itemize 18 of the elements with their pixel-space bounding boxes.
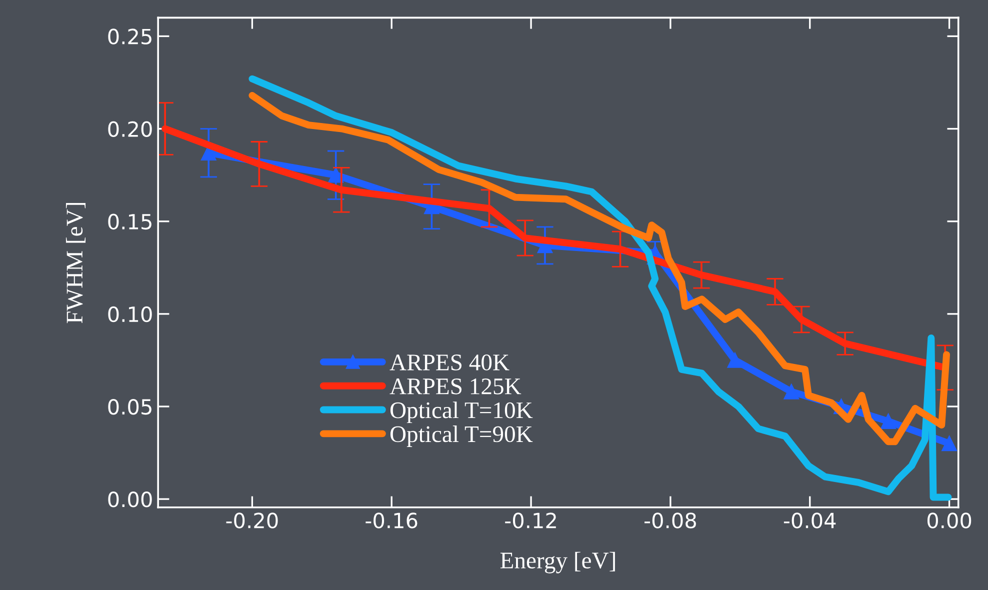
legend-label: ARPES 125K bbox=[390, 378, 522, 394]
x-tick-label: -0.12 bbox=[505, 512, 556, 528]
y-tick-label: 0.25 bbox=[108, 28, 152, 44]
legend-label: Optical T=10K bbox=[390, 402, 533, 424]
y-tick-label: 0.20 bbox=[108, 121, 152, 137]
x-tick-label: -0.20 bbox=[226, 512, 278, 528]
x-tick-label: -0.08 bbox=[644, 512, 696, 528]
legend-label: Optical T=90K bbox=[390, 426, 533, 447]
y-tick-label: 0.05 bbox=[108, 398, 152, 415]
y-tick-label: 0.10 bbox=[108, 306, 152, 322]
x-axis-title: Energy [eV] bbox=[500, 552, 615, 574]
x-tick-label: 0.00 bbox=[927, 512, 972, 528]
y-tick-label: 0.15 bbox=[108, 214, 152, 230]
x-tick-label: -0.16 bbox=[366, 512, 418, 528]
x-tick-label: -0.04 bbox=[784, 512, 836, 528]
y-tick-label: 0.00 bbox=[108, 492, 152, 508]
y-axis-title: FWHM [eV] bbox=[66, 202, 86, 324]
legend-label: ARPES 40K bbox=[390, 354, 510, 370]
